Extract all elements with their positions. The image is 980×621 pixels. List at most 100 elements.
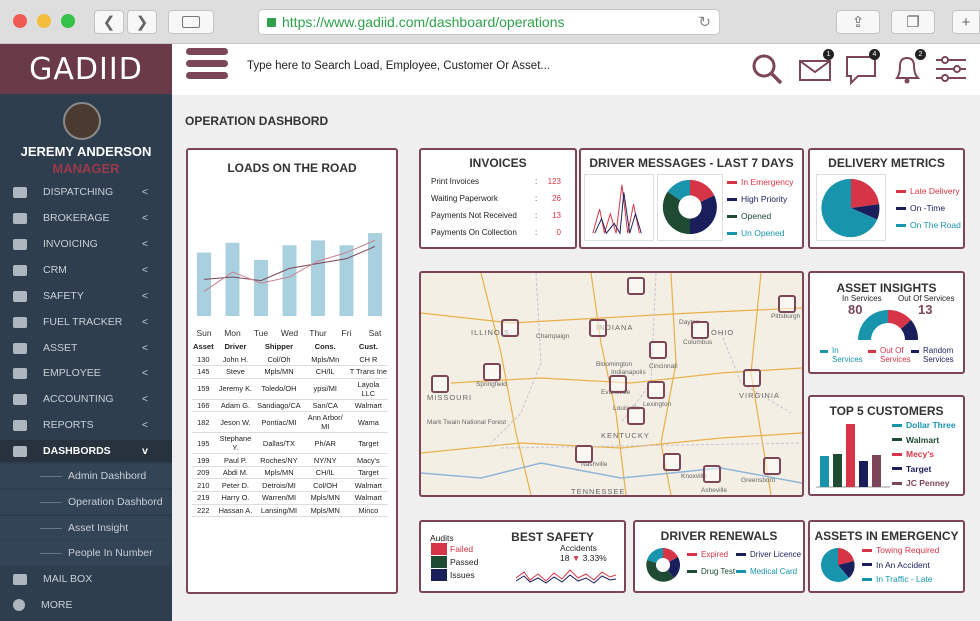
truck-pin-icon[interactable]: [501, 319, 519, 337]
legend-label: Target: [906, 463, 932, 474]
legend-swatch: [892, 481, 902, 485]
table-row[interactable]: 222 Hassan A. Lansing/MI Mpls/MN Minco: [192, 504, 388, 518]
minimize-window-button[interactable]: [37, 14, 51, 28]
table-row[interactable]: 219 Harry O. Warren/MI Mpls/MN Walmart: [192, 491, 388, 505]
day-tick-label: Wed: [281, 328, 299, 338]
driver-messages-card: DRIVER MESSAGES - LAST 7 DAYS In Emergen…: [579, 148, 804, 249]
address-bar[interactable]: https://www.gadiid.com/dashboard/operati…: [258, 9, 720, 35]
legend-swatch: [896, 223, 906, 227]
sidebar-item-more[interactable]: MORE: [0, 594, 172, 616]
map-label: VIRGINIA: [739, 391, 780, 400]
sidebar-toggle-button[interactable]: [168, 10, 214, 34]
submenu-item[interactable]: Operation Dashbord: [0, 490, 172, 514]
loads-map[interactable]: ILLINOIS INDIANA OHIO KENTUCKY TENNESSEE VIRG…: [419, 271, 804, 497]
table-row[interactable]: 195 Stephane Y. Dallas/TX Ph/AR Target: [192, 432, 388, 455]
submenu-item[interactable]: Asset Insight: [0, 516, 172, 540]
sidebar-item-brokerage[interactable]: BROKERAGE <: [0, 207, 172, 229]
truck-pin-icon[interactable]: [743, 369, 761, 387]
table-cell: Col/OH: [301, 478, 349, 493]
truck-pin-icon[interactable]: [589, 319, 607, 337]
submenu-item[interactable]: Admin Dashbord: [0, 464, 172, 488]
table-row[interactable]: 209 Abdi M. Mpls/MN CH/IL Target: [192, 466, 388, 480]
sidebar-item-crm[interactable]: CRM <: [0, 259, 172, 281]
table-row[interactable]: 145 Steve Mpls/MN CH/IL T Trans Ine: [192, 365, 388, 379]
submenu-item-label: People In Number: [68, 547, 153, 559]
avatar[interactable]: [63, 102, 101, 140]
messages-button[interactable]: 4: [844, 49, 880, 86]
map-label: Bloomington: [596, 361, 633, 368]
user-name: JEREMY ANDERSON: [20, 144, 152, 159]
table-row[interactable]: 210 Peter D. Detrois/MI Col/OH Walmart: [192, 478, 388, 493]
settings-sliders-icon[interactable]: [934, 52, 968, 86]
table-row[interactable]: 130 John H. Col/Oh Mpls/Mn CH R: [192, 353, 388, 367]
fuel-icon: [13, 316, 27, 328]
sidebar-item-dispatching[interactable]: DISPATCHING <: [0, 181, 172, 203]
truck-pin-icon[interactable]: [647, 381, 665, 399]
legend-label: Failed: [450, 544, 474, 554]
reload-icon[interactable]: ↻: [698, 14, 711, 31]
close-window-button[interactable]: [13, 14, 27, 28]
truck-pin-icon[interactable]: [609, 375, 627, 393]
truck-pin-icon[interactable]: [703, 465, 721, 483]
mail-button[interactable]: 1: [798, 49, 834, 86]
truck-pin-icon[interactable]: [431, 375, 449, 393]
truck-pin-icon[interactable]: [483, 363, 501, 381]
invoice-row[interactable]: Print Invoices:123: [431, 177, 573, 194]
hamburger-menu-button[interactable]: [186, 48, 228, 88]
share-button[interactable]: ⇪: [836, 10, 880, 34]
sidebar-item-asset[interactable]: ASSET <: [0, 337, 172, 359]
submenu-item[interactable]: People In Number: [0, 541, 172, 565]
invoice-row[interactable]: Payments Not Received: 13: [431, 211, 573, 228]
sidebar-item-accounting[interactable]: ACCOUNTING <: [0, 388, 172, 410]
driver-messages-title: DRIVER MESSAGES - LAST 7 DAYS: [589, 156, 794, 170]
search-icon[interactable]: [750, 52, 784, 86]
alerts-badge: 2: [915, 49, 926, 60]
tabs-button[interactable]: ❐: [891, 10, 935, 34]
sidebar-item-invoicing[interactable]: INVOICING <: [0, 233, 172, 255]
truck-pin-icon[interactable]: [627, 277, 645, 295]
truck-pin-icon[interactable]: [575, 445, 593, 463]
invoice-row[interactable]: Waiting Paperwork: 26: [431, 194, 573, 211]
table-header: Cust.: [358, 342, 378, 351]
brand-logo[interactable]: GADIID: [0, 44, 172, 94]
new-tab-button[interactable]: +: [952, 10, 980, 34]
truck-pin-icon[interactable]: [691, 321, 709, 339]
sidebar: GADIID JEREMY ANDERSON MANAGER DISPATCHI…: [0, 44, 172, 621]
sidebar-item-fuel-tracker[interactable]: FUEL TRACKER <: [0, 311, 172, 333]
top-customers-title: TOP 5 CUSTOMERS: [829, 404, 944, 418]
legend-item: Out Of Services: [868, 346, 912, 364]
alerts-button[interactable]: 2: [890, 49, 926, 86]
table-row[interactable]: 166 Adam G. Sandiago/CA San/CA Walmart: [192, 399, 388, 413]
assets-emergency-card: ASSETS IN EMERGENCY Towing Required In An…: [808, 520, 965, 593]
table-cell: Paul P.: [214, 453, 257, 467]
legend-item: Medical Card: [736, 567, 797, 576]
search-input[interactable]: Type here to Search Load, Employee, Cust…: [247, 60, 550, 72]
invoice-value: 123: [547, 177, 561, 186]
sidebar-item-safety[interactable]: SAFETY <: [0, 285, 172, 307]
sidebar-item-mail-box[interactable]: MAIL BOX: [0, 568, 172, 590]
sidebar-item-employee[interactable]: EMPLOYEE <: [0, 362, 172, 384]
truck-pin-icon[interactable]: [763, 457, 781, 475]
table-row[interactable]: 159 Jeremy K. Toledo/OH ypsi/MI Layola LLC: [192, 378, 388, 400]
table-row[interactable]: 182 Jeson W. Pontiac/MI Ann Arbor/ MI Wama: [192, 411, 388, 434]
forward-button[interactable]: ❯: [127, 10, 157, 34]
maximize-window-button[interactable]: [61, 14, 75, 28]
truck-pin-icon[interactable]: [778, 295, 796, 313]
submenu-item-label: Operation Dashbord: [68, 496, 163, 508]
legend-item: Towing Required: [862, 545, 939, 555]
user-role: MANAGER: [52, 161, 120, 176]
legend-label: Drug Test: [701, 567, 736, 576]
truck-pin-icon[interactable]: [663, 453, 681, 471]
truck-pin-icon[interactable]: [627, 407, 645, 425]
sidebar-item-reports[interactable]: REPORTS <: [0, 414, 172, 436]
url-text: https://www.gadiid.com/dashboard/operati…: [282, 14, 565, 30]
invoice-row[interactable]: Payments On Collection: 0: [431, 228, 573, 245]
accidents-value: 18: [560, 553, 570, 563]
bell-icon: [895, 56, 921, 84]
truck-pin-icon[interactable]: [649, 341, 667, 359]
legend-item: Walmart: [892, 435, 939, 445]
chevron-icon: <: [141, 367, 148, 379]
back-button[interactable]: ❮: [94, 10, 124, 34]
sidebar-item-dashbords[interactable]: DASHBORDS v: [0, 440, 172, 462]
table-row[interactable]: 199 Paul P. Roches/NY NY/NY Macy's: [192, 453, 388, 467]
